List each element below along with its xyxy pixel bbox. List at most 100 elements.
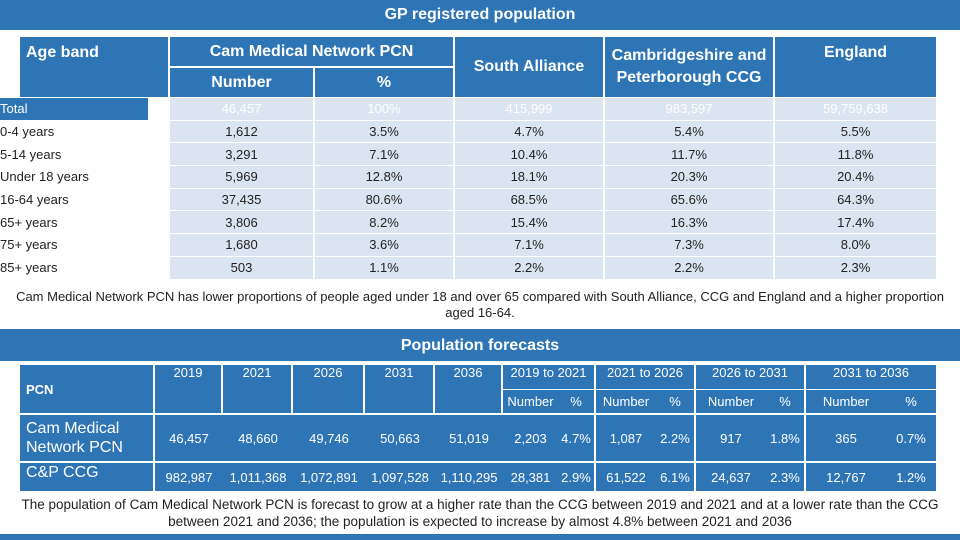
forecast-year-value: 982,987 [155, 461, 223, 491]
cell-england: 17.4% [775, 210, 937, 234]
cell-percent: 12.8% [315, 165, 456, 188]
forecast-change-number: 24,637 [696, 461, 766, 491]
forecast-year-value: 50,663 [365, 413, 435, 461]
cell-percent: 3.5% [315, 119, 456, 143]
cell-number: 37,435 [170, 187, 315, 211]
cell-south-alliance: 18.1% [455, 165, 606, 188]
forecast-year-value: 1,011,368 [223, 461, 293, 491]
forecast-change-percent: 2.3% [766, 461, 806, 491]
forecast-header-row: PCN 2019 2021 2026 2031 2036 2019 to 2021 2021 … [20, 365, 936, 413]
header-ccg: Cambridgeshire and Peterborough CCG [605, 37, 776, 97]
forecast-row: Cam Medical Network PCN 46,457 48,660 49,74… [20, 413, 936, 461]
forecast-subheader-number: Number [696, 389, 766, 413]
cell-england: 11.8% [775, 142, 937, 166]
header-england: England [775, 37, 937, 97]
population-row: 5-14 years 3,291 7.1% 10.4% 11.7% 11.8% [0, 142, 937, 166]
population-row: 85+ years 503 1.1% 2.2% 2.2% 2.3% [0, 255, 937, 279]
forecast-subheader-percent: % [766, 389, 806, 413]
header-age-band: Age band [20, 37, 170, 97]
forecast-banner-title: Population forecasts [400, 337, 560, 354]
cell-number: 1,612 [170, 119, 315, 143]
cell-label: Under 18 years [0, 165, 150, 188]
population-note: Cam Medical Network PCN has lower propor… [16, 289, 944, 320]
population-row: 75+ years 1,680 3.6% 7.1% 7.3% 8.0% [0, 233, 937, 256]
cell-ccg: 2.2% [605, 255, 776, 279]
cell-ccg: 65.6% [605, 187, 776, 211]
cell-england: 5.5% [775, 119, 937, 143]
forecast-year-value: 1,097,528 [365, 461, 435, 491]
forecast-note: The population of Cam Medical Network PC… [21, 497, 939, 529]
forecast-year-value: 48,660 [223, 413, 293, 461]
cell-england: 64.3% [775, 187, 937, 211]
cell-england: 8.0% [775, 233, 937, 256]
forecast-header-year: 2031 [365, 365, 435, 413]
cell-south-alliance: 7.1% [455, 233, 606, 256]
cell-number: 1,680 [170, 233, 315, 256]
population-row: Total 46,457 100% 415,999 983,597 59,759,638 [0, 97, 937, 120]
forecast-subheader-number: Number [806, 389, 886, 413]
header-south-alliance: South Alliance [455, 37, 606, 97]
forecast-change-number: 365 [806, 413, 886, 461]
cell-south-alliance: 15.4% [455, 210, 606, 234]
cell-label: Total [0, 97, 150, 120]
cell-ccg: 5.4% [605, 119, 776, 143]
cell-england: 2.3% [775, 255, 937, 279]
forecast-change-number: 28,381 [503, 461, 558, 491]
cell-label: 75+ years [0, 233, 150, 256]
forecast-change-percent: 1.8% [766, 413, 806, 461]
cell-ccg: 11.7% [605, 142, 776, 166]
cell-number: 3,291 [170, 142, 315, 166]
cell-label: 16-64 years [0, 187, 150, 211]
cell-number: 5,969 [170, 165, 315, 188]
forecast-change-percent: 2.2% [656, 413, 696, 461]
cell-england: 20.4% [775, 165, 937, 188]
cell-percent: 3.6% [315, 233, 456, 256]
forecast-header-pcn: PCN [20, 365, 155, 413]
forecast-row: C&P CCG 982,987 1,011,368 1,072,891 1,097,52… [20, 461, 936, 491]
cell-south-alliance: 68.5% [455, 187, 606, 211]
cell-number: 503 [170, 255, 315, 279]
header-number: Number [170, 68, 315, 97]
cell-ccg: 7.3% [605, 233, 776, 256]
forecast-header-period: 2019 to 2021 [503, 365, 596, 389]
forecast-change-number: 12,767 [806, 461, 886, 491]
forecast-banner: Population forecasts [0, 329, 960, 361]
forecast-subheader-number: Number [596, 389, 656, 413]
forecast-header-period: 2021 to 2026 [596, 365, 696, 389]
population-banner: GP registered population [0, 0, 960, 30]
population-row: 0-4 years 1,612 3.5% 4.7% 5.4% 5.5% [0, 119, 937, 143]
forecast-change-number: 917 [696, 413, 766, 461]
cell-label: 0-4 years [0, 119, 150, 143]
footer-strip [0, 534, 960, 540]
forecast-change-percent: 6.1% [656, 461, 696, 491]
cell-percent: 7.1% [315, 142, 456, 166]
forecast-subheader-percent: % [558, 389, 596, 413]
forecast-header-period: 2031 to 2036 [806, 365, 936, 389]
cell-ccg: 983,597 [605, 97, 776, 120]
forecast-year-value: 51,019 [435, 413, 503, 461]
population-banner-title: GP registered population [384, 6, 576, 23]
forecast-header-period: 2026 to 2031 [696, 365, 806, 389]
forecast-change-number: 1,087 [596, 413, 656, 461]
forecast-subheader-row: Number% Number% Number% Number% [20, 389, 936, 413]
cell-ccg: 16.3% [605, 210, 776, 234]
forecast-row-label: C&P CCG [20, 461, 155, 491]
cell-percent: 80.6% [315, 187, 456, 211]
forecast-row-label: Cam Medical Network PCN [20, 413, 155, 461]
cell-south-alliance: 415,999 [455, 97, 606, 120]
forecast-change-number: 61,522 [596, 461, 656, 491]
forecast-table: PCN 2019 2021 2026 2031 2036 2019 to 2021 2021 … [20, 365, 936, 491]
forecast-change-percent: 4.7% [558, 413, 596, 461]
population-row: 65+ years 3,806 8.2% 15.4% 16.3% 17.4% [0, 210, 937, 234]
cell-percent: 8.2% [315, 210, 456, 234]
population-row: Under 18 years 5,969 12.8% 18.1% 20.3% 20.4% [0, 165, 937, 188]
forecast-header-year: 2026 [293, 365, 365, 413]
forecast-change-percent: 0.7% [886, 413, 936, 461]
cell-label: 65+ years [0, 210, 150, 234]
cell-percent: 100% [315, 97, 456, 120]
cell-percent: 1.1% [315, 255, 456, 279]
forecast-change-number: 2,203 [503, 413, 558, 461]
forecast-header-year: 2036 [435, 365, 503, 413]
forecast-year-value: 49,746 [293, 413, 365, 461]
cell-label: 85+ years [0, 255, 150, 279]
